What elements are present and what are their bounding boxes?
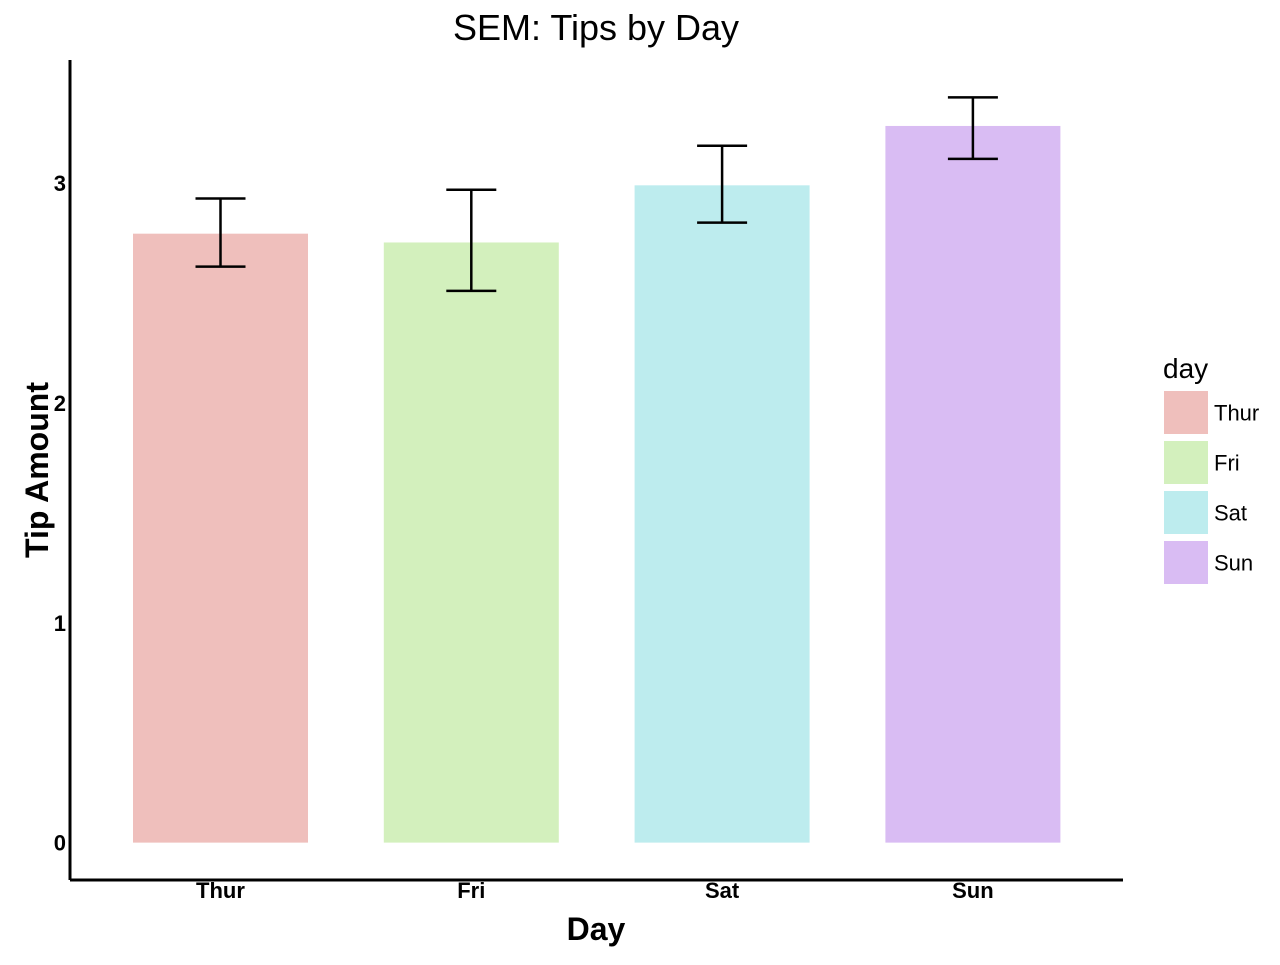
x-axis-title: Day (567, 911, 626, 947)
error-bars-group (195, 96, 998, 293)
bar-thur (133, 233, 308, 843)
error-bar-sat (697, 144, 748, 224)
y-tick-label-0: 0 (54, 831, 66, 856)
chart-title: SEM: Tips by Day (453, 7, 739, 48)
y-tick-label-3: 3 (54, 171, 66, 196)
y-tick-label-1: 1 (54, 611, 66, 636)
x-tick-label-thur: Thur (196, 878, 245, 903)
legend-swatch-sat (1164, 491, 1208, 534)
bars-group (133, 125, 1061, 843)
legend-swatch-fri (1164, 441, 1208, 484)
x-tick-label-sat: Sat (705, 878, 740, 903)
bar-fri (383, 242, 559, 843)
bar-sun (885, 125, 1061, 843)
legend-label-thur: Thur (1214, 401, 1259, 426)
error-bar-fri (446, 188, 497, 293)
error-bar-sun (947, 96, 998, 161)
legend-swatch-sun (1164, 541, 1208, 584)
legend: day Thur Fri Sat Sun (1163, 353, 1259, 584)
x-ticks-group: Thur Fri Sat Sun (196, 878, 994, 903)
legend-label-fri: Fri (1214, 451, 1240, 476)
error-bar-thur (195, 197, 246, 268)
x-tick-label-sun: Sun (952, 878, 994, 903)
y-ticks-group: 0 1 2 3 (54, 171, 66, 856)
x-tick-label-fri: Fri (457, 878, 485, 903)
legend-swatch-thur (1164, 391, 1208, 434)
y-tick-label-2: 2 (54, 391, 66, 416)
bar-sat (634, 185, 810, 843)
legend-label-sun: Sun (1214, 551, 1253, 576)
legend-title: day (1163, 353, 1208, 384)
legend-label-sat: Sat (1214, 501, 1247, 526)
y-axis-title: Tip Amount (19, 382, 55, 558)
